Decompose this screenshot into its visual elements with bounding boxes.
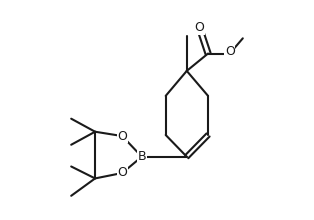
Text: O: O (225, 45, 235, 58)
Text: O: O (194, 21, 204, 34)
Text: B: B (138, 150, 146, 163)
Text: O: O (117, 130, 127, 143)
Text: O: O (117, 167, 127, 180)
